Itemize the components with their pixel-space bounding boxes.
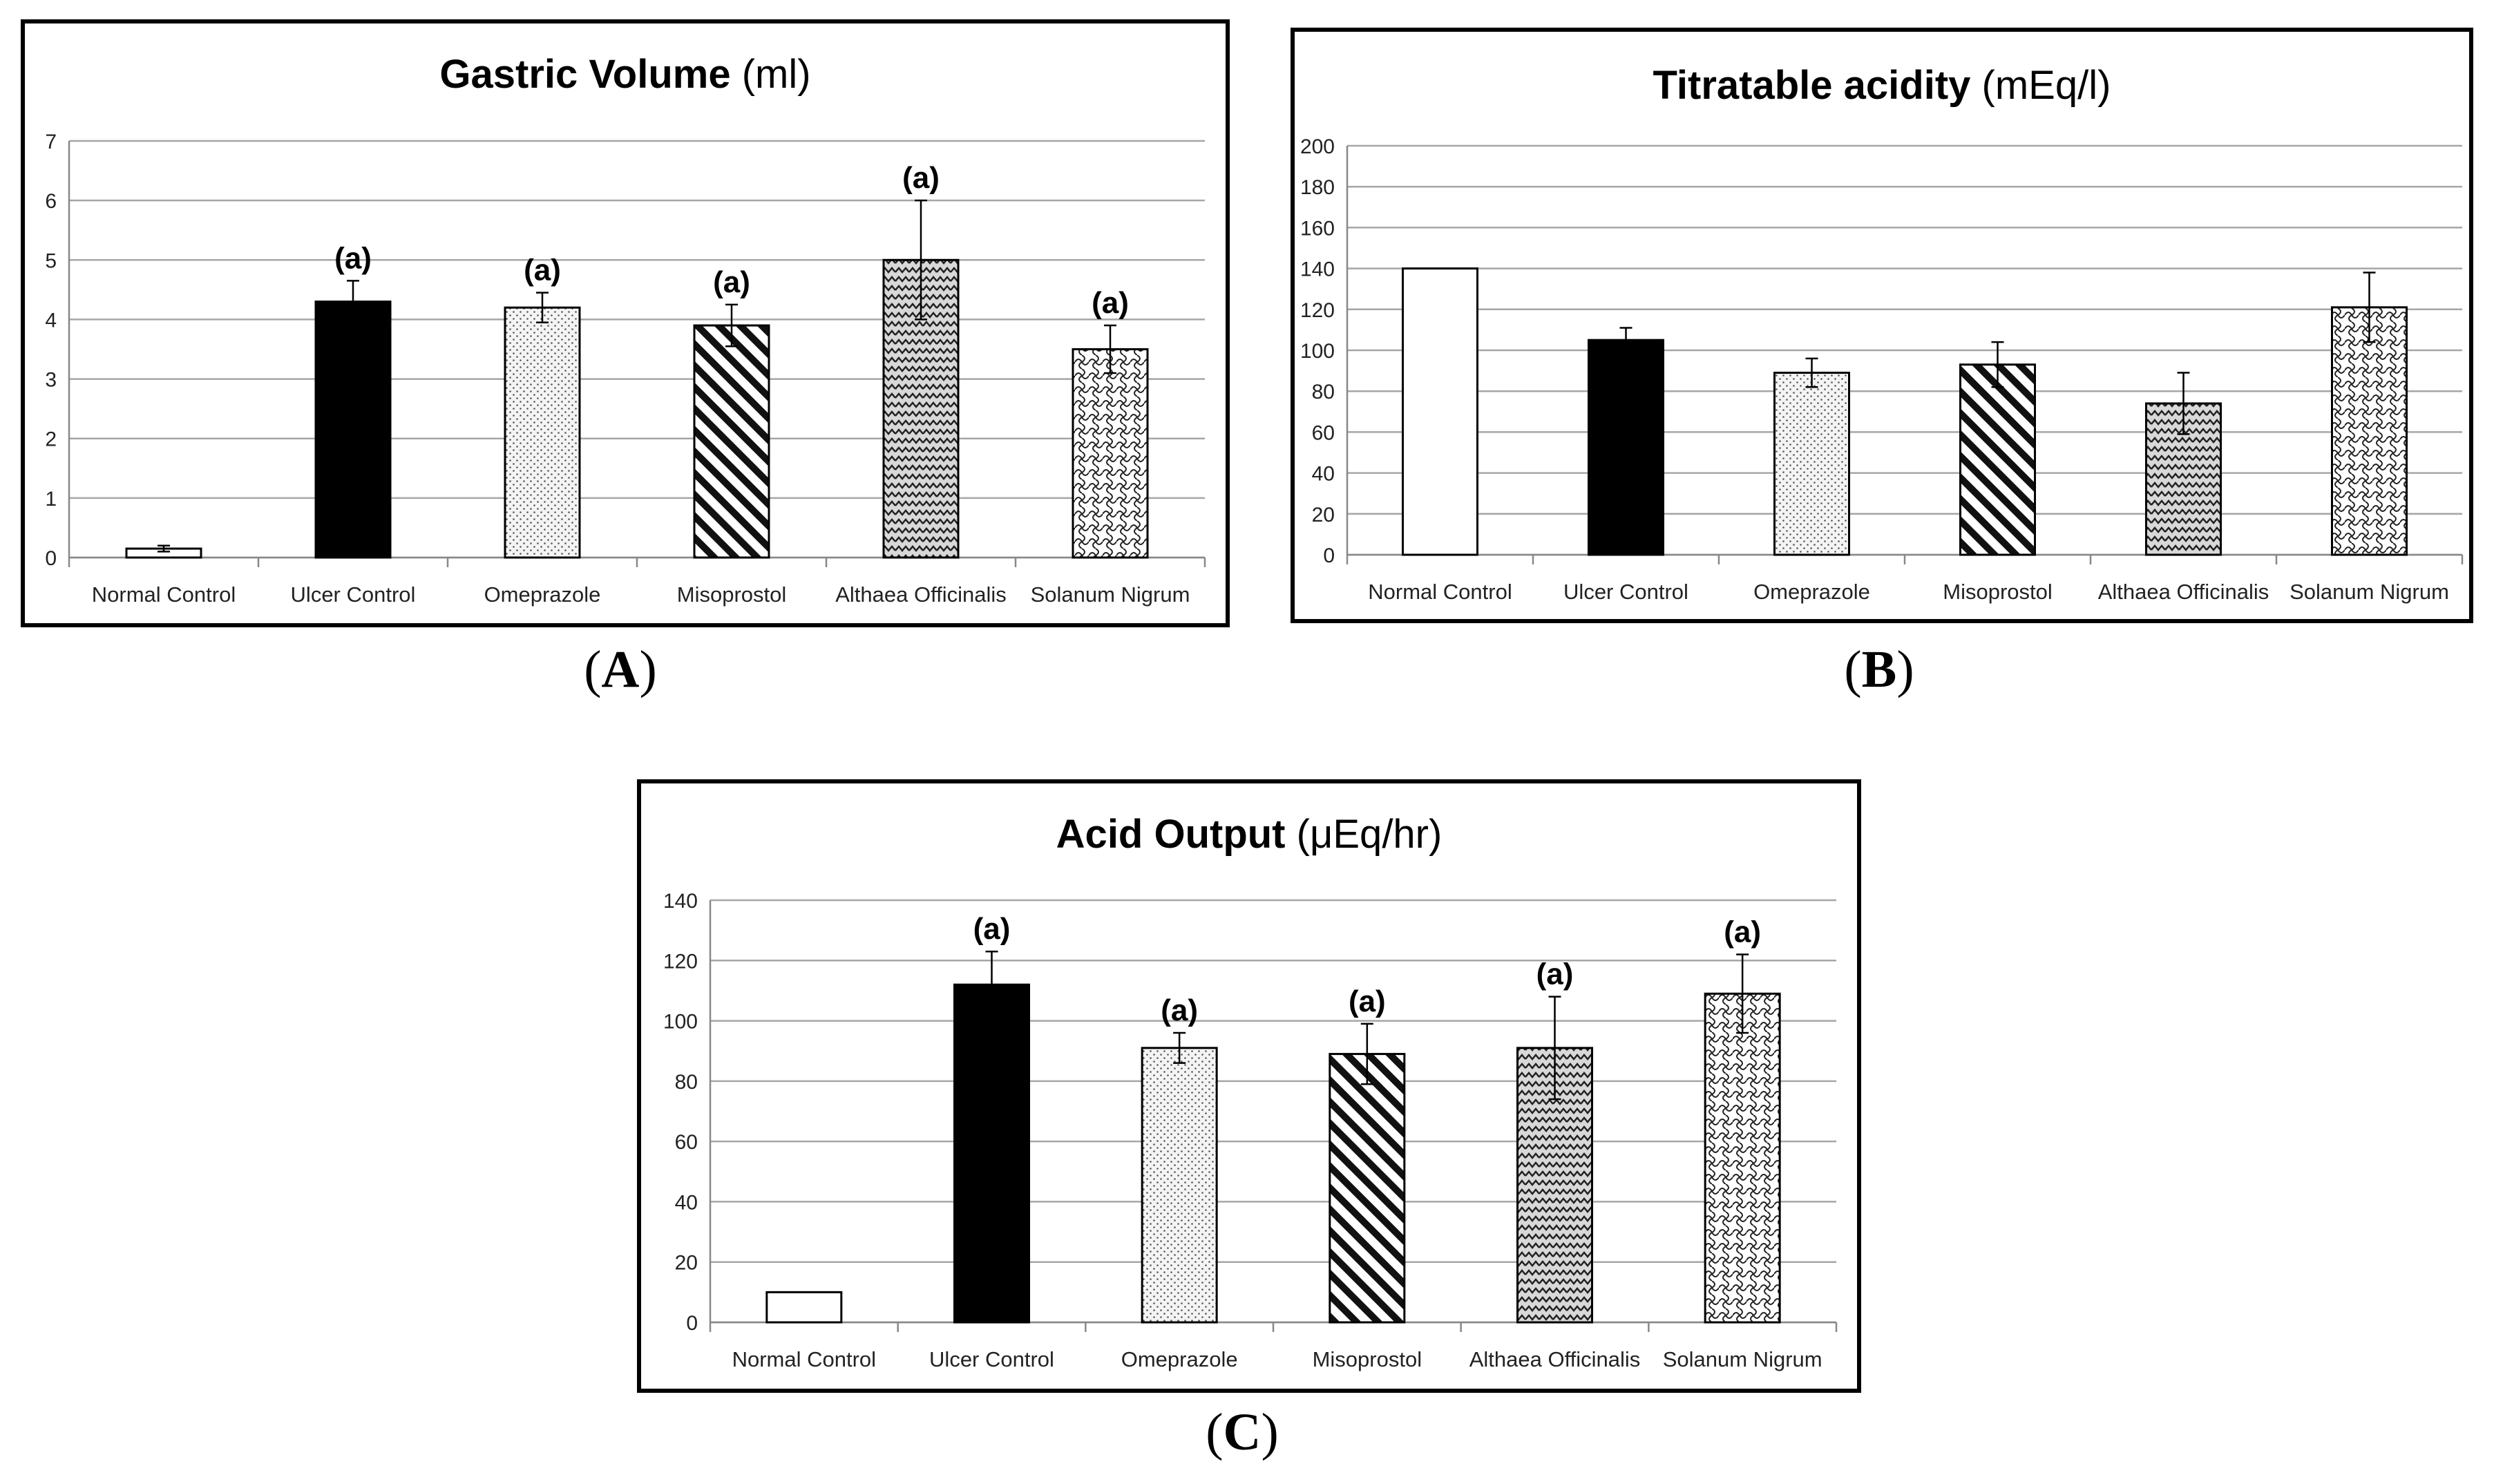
y-tick-label: 60 (1312, 421, 1335, 444)
y-tick-label: 40 (1312, 463, 1335, 486)
y-tick-label: 180 (1300, 176, 1335, 199)
x-tick-label: Althaea Officinalis (2098, 580, 2269, 604)
bar-misoprostol (693, 324, 770, 559)
x-tick-label: Solanum Nigrum (2290, 580, 2449, 604)
x-tick-label: Normal Control (92, 582, 236, 607)
bar-ulcer-control (314, 301, 392, 559)
significance-label: (a) (1536, 958, 1574, 991)
x-tick-label: Althaea Officinalis (835, 582, 1007, 607)
y-tick-label: 200 (1300, 135, 1335, 158)
chart-title-unit-b: (mEq/l) (1981, 63, 2111, 108)
x-tick-label: Ulcer Control (1563, 580, 1688, 604)
significance-label: (a) (973, 912, 1011, 946)
y-tick-label: 7 (45, 131, 57, 153)
y-tick-label: 120 (1300, 299, 1335, 322)
x-tick-label: Misoprostol (1313, 1347, 1422, 1371)
panel-label-c-letter: C (1223, 1403, 1262, 1461)
chart-title-c: Acid Output (μEq/hr) (641, 811, 1857, 857)
y-tick-label: 80 (1312, 381, 1335, 403)
bar-omeprazole (504, 306, 581, 559)
panel-label-b: (B) (1844, 640, 1914, 698)
bar-solanum-nigrum (2331, 306, 2408, 556)
significance-label: (a) (1349, 984, 1386, 1018)
x-tick-label: Normal Control (732, 1347, 876, 1371)
chart-panel-c: Acid Output (μEq/hr) 0 20 40 60 80 100 120 140 N… (637, 779, 1861, 1393)
bar-chart-a: 0 1 2 3 4 5 6 7 Normal Control (a) Ulcer Control (a… (45, 131, 1206, 607)
y-tick-label: 80 (675, 1071, 698, 1094)
chart-title-text-c: Acid Output (1056, 812, 1286, 857)
chart-title-text-b: Titratable acidity (1653, 63, 1971, 108)
bar-misoprostol (1959, 363, 2036, 556)
chart-panel-a: Gastric Volume (ml) 0 1 2 3 4 5 6 7 Normal Contr… (21, 19, 1230, 627)
x-tick-label: Ulcer Control (291, 582, 416, 607)
significance-label: (a) (334, 241, 372, 275)
x-tick-label: Omeprazole (484, 582, 601, 607)
chart-title-text-a: Gastric Volume (439, 52, 731, 97)
y-tick-label: 2 (45, 428, 57, 451)
chart-title-a: Gastric Volume (ml) (25, 51, 1226, 97)
chart-title-unit-a: (ml) (741, 52, 811, 97)
y-tick-label: 40 (675, 1191, 698, 1214)
panel-label-c: (C) (1206, 1403, 1279, 1461)
y-tick-label: 20 (1312, 504, 1335, 526)
bar-omeprazole (1773, 372, 1850, 556)
y-tick-label: 140 (663, 890, 698, 913)
x-tick-label: Omeprazole (1753, 580, 1870, 604)
significance-label: (a) (1161, 993, 1198, 1027)
bar-ulcer-control (953, 983, 1030, 1324)
bar-misoprostol (1329, 1053, 1406, 1324)
y-tick-label: 140 (1300, 258, 1335, 281)
y-tick-label: 100 (663, 1011, 698, 1034)
y-tick-label: 4 (45, 309, 57, 332)
y-tick-label: 160 (1300, 217, 1335, 240)
significance-label: (a) (713, 265, 750, 299)
y-tick-label: 20 (675, 1252, 698, 1275)
x-tick-label: Solanum Nigrum (1663, 1347, 1822, 1371)
x-tick-label: Solanum Nigrum (1031, 582, 1190, 607)
chart-title-b: Titratable acidity (mEq/l) (1295, 62, 2469, 108)
y-tick-label: 0 (686, 1312, 698, 1335)
bar-normal-control (1402, 267, 1478, 556)
significance-label: (a) (524, 254, 561, 287)
bar-solanum-nigrum (1072, 348, 1149, 559)
x-tick-label: Ulcer Control (929, 1347, 1054, 1371)
y-tick-label: 0 (1323, 544, 1335, 567)
bar-chart-b: 0 20 40 60 80 100 120 140 160 180 200 Normal Contro… (1300, 135, 2464, 604)
y-tick-label: 3 (45, 369, 57, 392)
chart-title-unit-c: (μEq/hr) (1296, 812, 1443, 857)
y-tick-label: 1 (45, 488, 57, 511)
panel-label-a-letter: A (601, 640, 640, 698)
bar-ulcer-control (1588, 339, 1664, 556)
x-tick-label: Omeprazole (1121, 1347, 1238, 1371)
panel-label-a: (A) (584, 640, 657, 698)
x-tick-label: Normal Control (1368, 580, 1512, 604)
y-tick-label: 5 (45, 249, 57, 272)
chart-panel-b: Titratable acidity (mEq/l) 0 20 40 60 80 100 1… (1291, 28, 2473, 623)
x-tick-label: Misoprostol (677, 582, 787, 607)
y-tick-label: 100 (1300, 340, 1335, 363)
significance-label: (a) (1092, 286, 1129, 320)
bar-omeprazole (1141, 1047, 1218, 1324)
significance-label: (a) (902, 161, 940, 195)
x-tick-label: Misoprostol (1943, 580, 2053, 604)
y-tick-label: 120 (663, 950, 698, 973)
significance-label: (a) (1724, 915, 1761, 949)
bar-chart-c: 0 20 40 60 80 100 120 140 Normal Control (a) Ulcer… (663, 890, 1838, 1371)
y-tick-label: 6 (45, 190, 57, 213)
bar-normal-control (765, 1291, 843, 1324)
panel-label-b-letter: B (1861, 640, 1897, 698)
x-tick-label: Althaea Officinalis (1469, 1347, 1641, 1371)
y-tick-label: 60 (675, 1131, 698, 1154)
bar-solanum-nigrum (1704, 992, 1781, 1324)
y-tick-label: 0 (45, 547, 57, 570)
